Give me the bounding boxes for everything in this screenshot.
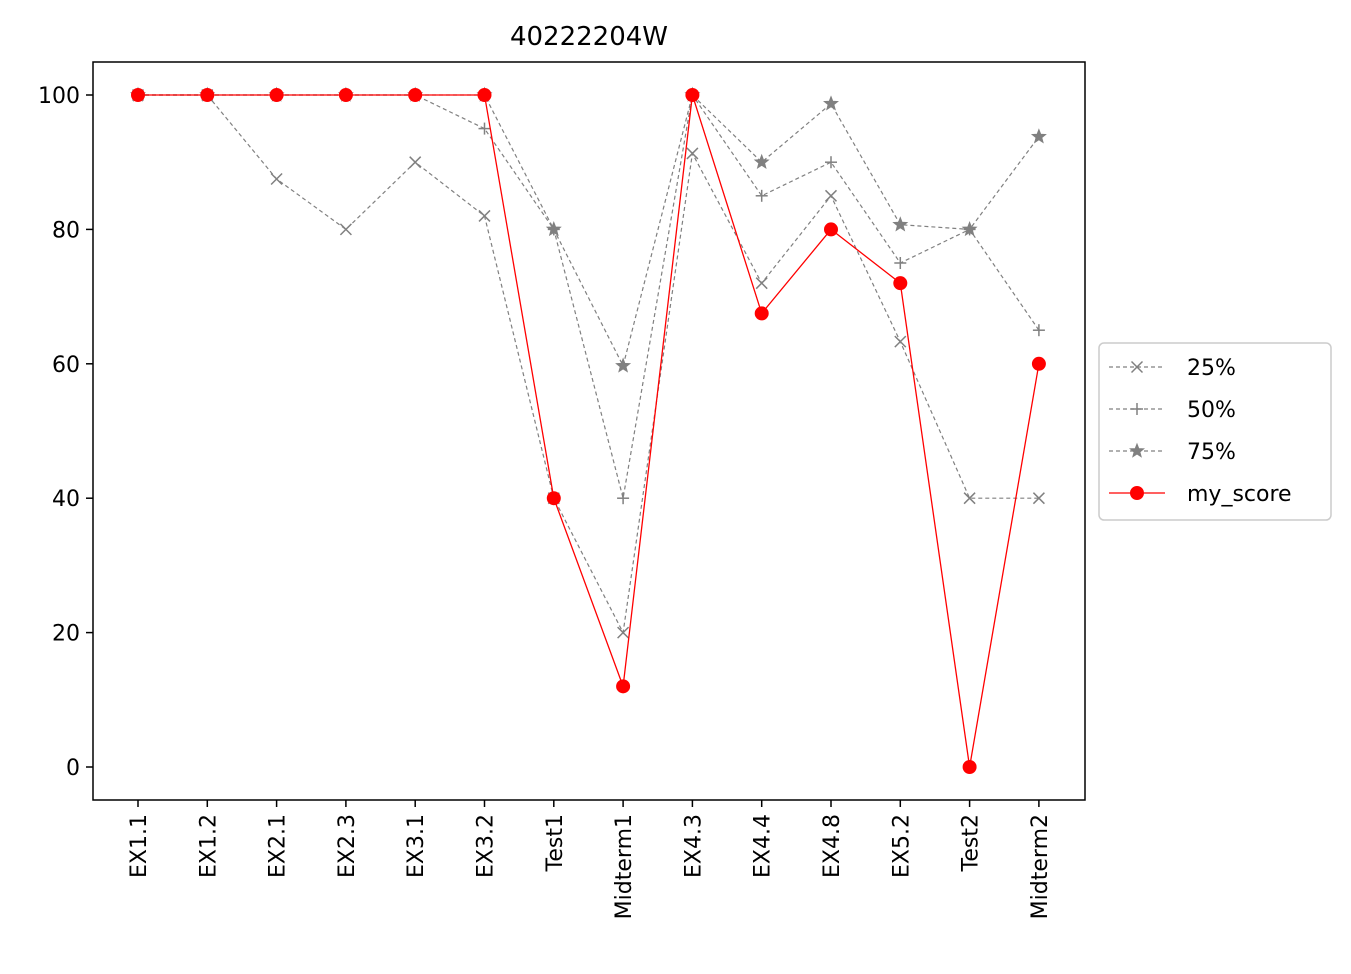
data-point-75 xyxy=(961,221,978,237)
y-tick-label: 80 xyxy=(52,218,80,243)
plot-frame xyxy=(92,61,1086,801)
x-tick-label: EX4.3 xyxy=(681,814,706,878)
data-point-25 xyxy=(755,277,768,290)
x-tick-label: EX1.2 xyxy=(196,814,221,878)
data-point-25 xyxy=(478,209,491,222)
data-point-75 xyxy=(823,95,839,111)
y-tick-label: 40 xyxy=(52,487,80,512)
series-line-50 xyxy=(138,93,1040,499)
legend-marker xyxy=(1130,360,1144,374)
y-tick-label: 20 xyxy=(52,622,80,647)
legend-box xyxy=(1098,342,1332,521)
series-my-score xyxy=(131,88,1046,774)
legend-label: 25% xyxy=(1187,356,1236,381)
x-tick-label: EX2.3 xyxy=(335,814,360,878)
data-point-50 xyxy=(894,257,907,269)
data-point-75 xyxy=(892,216,909,232)
data-point-my-score xyxy=(269,88,284,102)
x-tick-label: Midterm1 xyxy=(612,814,637,919)
data-point-25 xyxy=(270,172,283,186)
chart-title: 40222204W xyxy=(510,22,668,52)
data-point-my-score xyxy=(408,88,423,102)
x-tick-label: EX2.1 xyxy=(266,814,291,878)
data-point-50 xyxy=(825,156,837,169)
data-point-25 xyxy=(894,335,907,348)
data-point-25 xyxy=(409,156,422,169)
x-tick-label: Midterm2 xyxy=(1028,814,1053,919)
data-point-my-score xyxy=(962,760,977,774)
data-point-25 xyxy=(339,223,352,236)
x-tick-label: EX4.4 xyxy=(751,814,776,878)
legend-label: my_score xyxy=(1187,482,1292,507)
data-point-my-score xyxy=(200,88,215,102)
x-tick-label: Test2 xyxy=(959,814,984,872)
legend-marker xyxy=(1129,442,1145,458)
series-line-my-score xyxy=(138,94,1040,768)
x-tick-label: EX4.8 xyxy=(820,814,845,878)
data-point-50 xyxy=(1032,324,1045,337)
x-tick-label: EX3.1 xyxy=(404,814,429,878)
data-point-50 xyxy=(478,122,491,135)
series-50 xyxy=(132,89,1045,505)
legend-entry-my-score: my_score xyxy=(1109,482,1292,507)
data-point-25 xyxy=(824,189,838,202)
data-point-my-score xyxy=(131,88,145,102)
data-point-my-score xyxy=(824,222,838,237)
y-axis: 0 20 40 60 80 100 xyxy=(38,84,93,781)
data-point-50 xyxy=(617,492,630,505)
series-layer xyxy=(130,86,1047,774)
data-point-my-score xyxy=(546,491,561,506)
data-point-25 xyxy=(617,626,630,639)
data-point-my-score xyxy=(1031,356,1046,371)
x-tick-label: Test1 xyxy=(543,814,568,872)
y-tick-label: 60 xyxy=(52,353,80,378)
y-tick-label: 100 xyxy=(38,84,80,109)
legend: 25% 50% 75% my_score xyxy=(1098,342,1332,521)
data-point-50 xyxy=(755,189,768,202)
legend-entry-25: 25% xyxy=(1109,356,1236,381)
data-point-my-score xyxy=(754,306,769,321)
legend-entry-50: 50% xyxy=(1109,398,1236,423)
x-tick-label: EX3.2 xyxy=(474,814,499,878)
data-point-my-score xyxy=(685,88,700,102)
data-point-25 xyxy=(686,147,699,160)
legend-marker xyxy=(1130,486,1144,500)
data-point-my-score xyxy=(477,88,492,102)
data-point-25 xyxy=(963,492,976,505)
series-25 xyxy=(131,88,1045,639)
x-axis: EX1.1 EX1.2 EX2.1 EX2.3 EX3.1 EX3.2 Test1 Midte… xyxy=(127,800,1053,919)
legend-marker xyxy=(1131,403,1143,415)
data-point-75 xyxy=(753,153,770,169)
x-tick-label: EX1.1 xyxy=(127,814,152,878)
legend-entry-75: 75% xyxy=(1109,440,1236,465)
x-tick-label: EX5.2 xyxy=(889,814,914,878)
data-point-my-score xyxy=(616,679,631,694)
legend-label: 50% xyxy=(1187,398,1236,423)
data-point-75 xyxy=(615,357,632,373)
data-point-my-score xyxy=(338,88,353,102)
data-point-my-score xyxy=(893,276,908,291)
data-point-75 xyxy=(1030,128,1047,144)
data-point-25 xyxy=(1032,492,1045,505)
y-tick-label: 0 xyxy=(66,756,80,781)
data-point-75 xyxy=(545,221,562,237)
series-75 xyxy=(130,86,1047,373)
series-line-25 xyxy=(138,94,1039,635)
legend-label: 75% xyxy=(1187,440,1236,465)
